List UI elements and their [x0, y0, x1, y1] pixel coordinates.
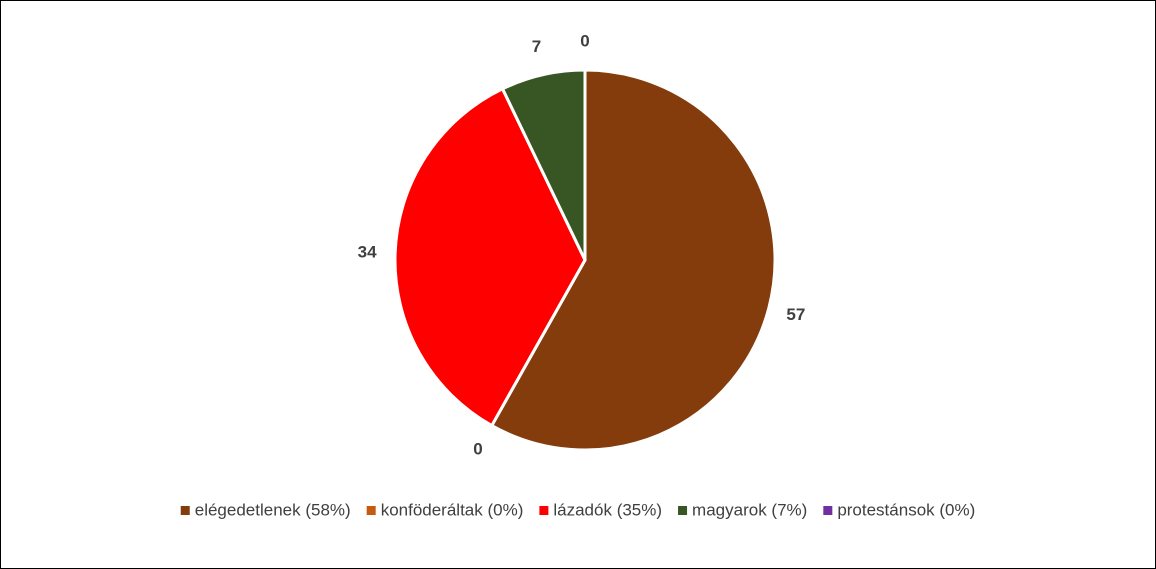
data-label: 0 — [580, 31, 589, 50]
legend-swatch — [539, 506, 549, 515]
legend-swatch — [366, 506, 376, 515]
pie-slice — [490, 68, 777, 452]
legend-label: konföderáltak (0%) — [381, 500, 524, 519]
pie-slice — [393, 87, 587, 428]
data-label: 7 — [532, 37, 541, 56]
data-label: 0 — [473, 439, 482, 458]
legend-label: elégedetlenek (58%) — [195, 500, 351, 519]
legend-swatch — [823, 506, 833, 515]
legend-label: lázadók (35%) — [553, 500, 662, 519]
legend-swatch — [180, 506, 190, 515]
data-label: 57 — [786, 305, 805, 324]
legend-swatch — [678, 506, 688, 515]
data-label: 34 — [358, 242, 377, 261]
legend-label: protestánsok (0%) — [837, 500, 975, 519]
legend-label: magyarok (7%) — [692, 500, 807, 519]
